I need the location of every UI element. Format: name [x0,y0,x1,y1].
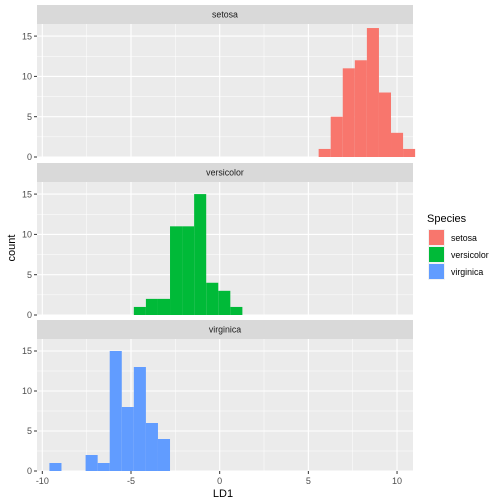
histogram-bar [230,306,243,315]
facet-strip [37,320,413,339]
x-tick-label: 10 [392,476,402,486]
histogram-bar [109,351,122,471]
histogram-bar [157,298,171,315]
histogram-bar [145,298,158,315]
facet-strip [37,163,413,182]
y-tick-label: 5 [27,112,32,122]
histogram-bar [194,194,207,315]
y-tick-label: 0 [27,466,32,476]
facet-strip-label: versicolor [206,168,244,178]
facet-strip [37,5,413,24]
y-tick-label: 15 [22,346,32,356]
legend-title: Species [427,213,467,225]
y-tick-label: 5 [27,426,32,436]
panel-background [37,339,413,471]
histogram-bar [378,92,392,157]
legend-swatch-versicolor [429,247,444,262]
histogram-bar [206,282,219,315]
histogram-bar [366,28,379,157]
y-tick-label: 10 [22,72,32,82]
legend-label-virginica: virginica [451,267,483,277]
histogram-bar [170,226,183,315]
facet-strip-label: virginica [209,325,241,335]
histogram-bar [49,463,62,471]
histogram-bar [218,290,231,315]
histogram-bar [342,68,355,157]
x-tick-label: 5 [306,476,311,486]
legend-label-setosa: setosa [451,233,477,243]
histogram-bar [97,463,110,471]
histogram-bar [403,148,416,157]
y-tick-label: 0 [27,310,32,320]
y-tick-label: 10 [22,386,32,396]
x-axis-title: LD1 [213,488,233,500]
y-tick-label: 5 [27,270,32,280]
histogram-bar [121,407,134,471]
histogram-bar [85,455,98,471]
legend-swatch-virginica [429,264,444,279]
histogram-bar [133,367,146,471]
facet-panel-setosa: setosa 0 5 10 15 [22,5,416,162]
histogram-bar [182,226,195,315]
histogram-bar [391,132,404,157]
facet-panel-versicolor: versicolor 0 5 10 15 [22,163,413,320]
x-tick-label: -10 [36,476,49,486]
histogram-bar [330,116,343,157]
facet-strip-label: setosa [212,10,238,20]
legend-swatch-setosa [429,230,444,245]
legend-label-versicolor: versicolor [451,250,489,260]
x-tick-label: -5 [127,476,135,486]
histogram-bar [354,60,367,157]
histogram-bar [145,423,158,471]
facet-panels: setosa 0 5 10 15 versicolor 0 5 10 15 virginica 0 5 1… [22,5,416,476]
y-tick-label: 15 [22,31,32,41]
histogram-bar [157,439,171,471]
y-axis-title: count [6,235,18,262]
y-tick-label: 10 [22,230,32,240]
y-tick-label: 0 [27,152,32,162]
x-axis: -10 -5 0 5 10 [36,471,402,486]
x-tick-label: 0 [217,476,222,486]
histogram-bar [318,148,331,157]
facet-panel-virginica: virginica 0 5 10 15 [22,320,413,476]
legend: Species setosa versicolor virginica [427,213,489,280]
y-tick-label: 15 [22,189,32,199]
histogram-bar [133,306,146,315]
